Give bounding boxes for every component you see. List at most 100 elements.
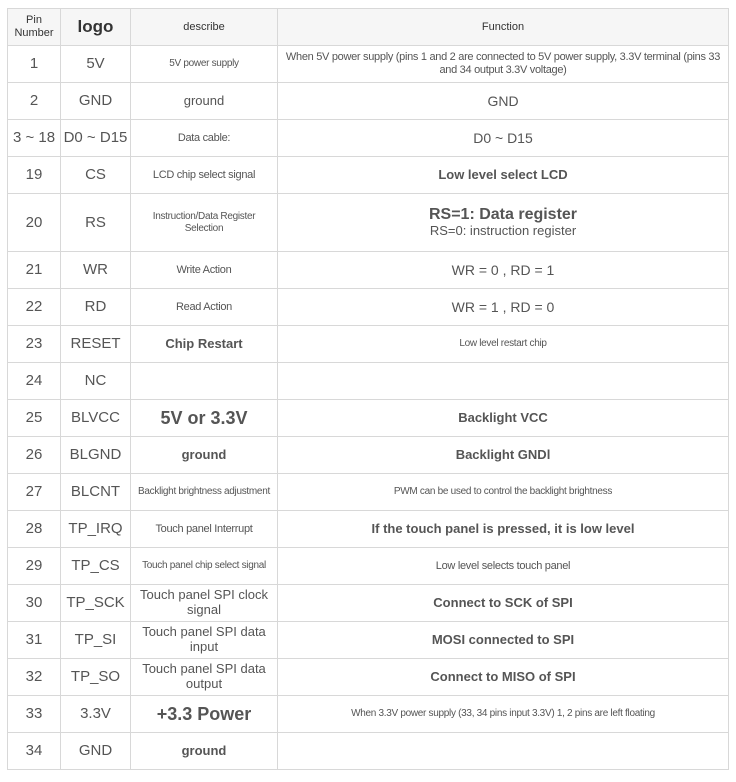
logo-cell: WR [60,251,131,289]
pin-number-cell: 34 [7,732,61,770]
describe-cell: Backlight brightness adjustment [130,473,278,511]
header-describe: describe [130,8,278,46]
describe-cell: ground [130,436,278,474]
logo-cell: BLCNT [60,473,131,511]
function-cell: Low level selects touch panel [277,547,729,585]
table-row: 19 CS LCD chip select signal Low level sele… [7,156,729,194]
function-cell: When 3.3V power supply (33, 34 pins inpu… [277,695,729,733]
table-row: 32 TP_SO Touch panel SPI data output Connec… [7,658,729,696]
pin-table: Pin Number logo describe Function 1 5V 5V … [7,8,729,770]
pin-number-cell: 25 [7,399,61,437]
describe-cell: Chip Restart [130,325,278,363]
describe-cell: Touch panel chip select signal [130,547,278,585]
describe-cell: Touch panel SPI data output [130,658,278,696]
pin-number-cell: 32 [7,658,61,696]
function-cell: Low level select LCD [277,156,729,194]
describe-cell: ground [130,732,278,770]
function-cell: D0 ~ D15 [277,119,729,157]
function-line: RS=0: instruction register [429,223,577,239]
table-row: 30 TP_SCK Touch panel SPI clock signal Conn… [7,584,729,622]
pin-number-cell: 3 ~ 18 [7,119,61,157]
logo-cell: GND [60,732,131,770]
table-row: 3 ~ 18 D0 ~ D15 Data cable: D0 ~ D15 [7,119,729,157]
logo-cell: RESET [60,325,131,363]
pin-number-cell: 28 [7,510,61,548]
pin-number-cell: 23 [7,325,61,363]
logo-cell: TP_IRQ [60,510,131,548]
describe-cell: 5V power supply [130,45,278,83]
table-row: 27 BLCNT Backlight brightness adjustment PW… [7,473,729,511]
table-row: 2 GND ground GND [7,82,729,120]
logo-cell: TP_CS [60,547,131,585]
describe-cell: Write Action [130,251,278,289]
function-cell: GND [277,82,729,120]
table-row: 31 TP_SI Touch panel SPI data input MOSI co… [7,621,729,659]
table-row: 21 WR Write Action WR = 0 , RD = 1 [7,251,729,289]
function-cell: PWM can be used to control the backlight… [277,473,729,511]
logo-cell: GND [60,82,131,120]
function-cell: When 5V power supply (pins 1 and 2 are c… [277,45,729,83]
function-cell: WR = 0 , RD = 1 [277,251,729,289]
logo-cell: NC [60,362,131,400]
function-cell: RS=1: Data register RS=0: instruction reg… [277,193,729,252]
header-pin-number: Pin Number [7,8,61,46]
pin-number-cell: 21 [7,251,61,289]
logo-cell: BLGND [60,436,131,474]
pin-number-cell: 30 [7,584,61,622]
logo-cell: RS [60,193,131,252]
table-row: 26 BLGND ground Backlight GNDl [7,436,729,474]
pin-number-cell: 33 [7,695,61,733]
table-row: 23 RESET Chip Restart Low level restart chi… [7,325,729,363]
logo-cell: TP_SI [60,621,131,659]
describe-cell: Touch panel SPI clock signal [130,584,278,622]
function-cell: Backlight GNDl [277,436,729,474]
describe-cell: 5V or 3.3V [130,399,278,437]
describe-cell: Touch panel Interrupt [130,510,278,548]
table-row: 22 RD Read Action WR = 1 , RD = 0 [7,288,729,326]
describe-cell: Instruction/Data Register Selection [130,193,278,252]
describe-cell: +3.3 Power [130,695,278,733]
function-cell: Backlight VCC [277,399,729,437]
pin-number-cell: 2 [7,82,61,120]
logo-cell: D0 ~ D15 [60,119,131,157]
table-row: 28 TP_IRQ Touch panel Interrupt If the touc… [7,510,729,548]
logo-cell: BLVCC [60,399,131,437]
logo-cell: RD [60,288,131,326]
function-cell: Low level restart chip [277,325,729,363]
table-row: 25 BLVCC 5V or 3.3V Backlight VCC [7,399,729,437]
function-line: RS=1: Data register [428,205,578,223]
logo-cell: TP_SO [60,658,131,696]
pin-number-cell: 1 [7,45,61,83]
logo-cell: TP_SCK [60,584,131,622]
logo-cell: 5V [60,45,131,83]
function-cell: MOSI connected to SPI [277,621,729,659]
table-row: 34 GND ground [7,732,729,770]
pin-number-cell: 27 [7,473,61,511]
pin-number-cell: 19 [7,156,61,194]
describe-cell: ground [130,82,278,120]
pin-number-cell: 31 [7,621,61,659]
logo-cell: 3.3V [60,695,131,733]
logo-cell: CS [60,156,131,194]
pin-number-cell: 24 [7,362,61,400]
header-function: Function [277,8,729,46]
function-cell [277,362,729,400]
table-row: 33 3.3V +3.3 Power When 3.3V power supply (… [7,695,729,733]
describe-cell: Touch panel SPI data input [130,621,278,659]
pin-number-cell: 22 [7,288,61,326]
table-row: 24 NC [7,362,729,400]
describe-cell [130,362,278,400]
header-row: Pin Number logo describe Function [7,8,729,46]
pin-number-cell: 20 [7,193,61,252]
table-row: 1 5V 5V power supply When 5V power supply (… [7,45,729,83]
table-row: 20 RS Instruction/Data Register Selection R… [7,193,729,252]
function-cell: WR = 1 , RD = 0 [277,288,729,326]
function-cell: If the touch panel is pressed, it is low… [277,510,729,548]
header-logo: logo [60,8,131,46]
pin-number-cell: 26 [7,436,61,474]
describe-cell: Data cable: [130,119,278,157]
function-cell: Connect to SCK of SPI [277,584,729,622]
function-cell: Connect to MISO of SPI [277,658,729,696]
pin-number-cell: 29 [7,547,61,585]
function-cell [277,732,729,770]
